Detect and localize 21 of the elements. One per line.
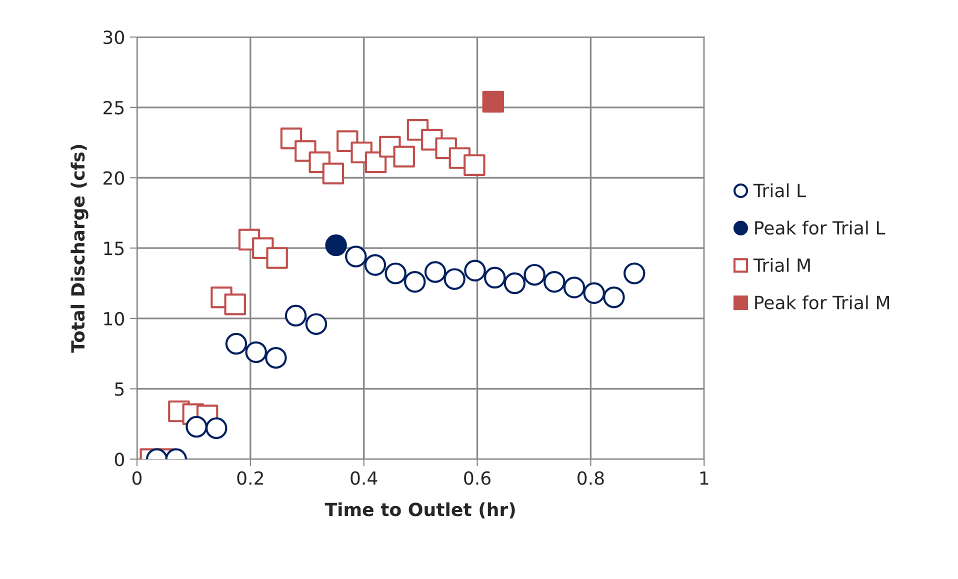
y-tick-label: 20 — [104, 171, 124, 185]
y-tick-label: 10 — [104, 312, 124, 326]
y-tick-label: 5 — [115, 382, 124, 396]
y-tick-label: 0 — [114, 452, 124, 466]
y-tick-label: 25 — [104, 100, 124, 115]
legend-label: Peak for Trial M — [755, 295, 889, 310]
x-tick-label: 0.2 — [237, 471, 263, 485]
x-tick-label: 0.8 — [578, 471, 604, 485]
x-tick-label: 0.4 — [350, 471, 378, 485]
y-axis-title: Total Discharge (cfs) — [70, 144, 88, 353]
x-tick-label: 0 — [132, 471, 142, 485]
y-tick-label: 15 — [104, 242, 124, 256]
x-tick-label: 0.6 — [464, 471, 490, 485]
point — [325, 234, 347, 256]
x-tick-label: 1 — [700, 472, 708, 485]
y-tick-label: 30 — [104, 30, 124, 44]
legend-label: Trial M — [753, 258, 810, 272]
x-axis-title: Time to Outlet (hr) — [324, 502, 515, 518]
legend-label: Peak for Trial L — [755, 220, 886, 235]
legend-label: Trial L — [753, 183, 806, 198]
point — [482, 90, 504, 113]
